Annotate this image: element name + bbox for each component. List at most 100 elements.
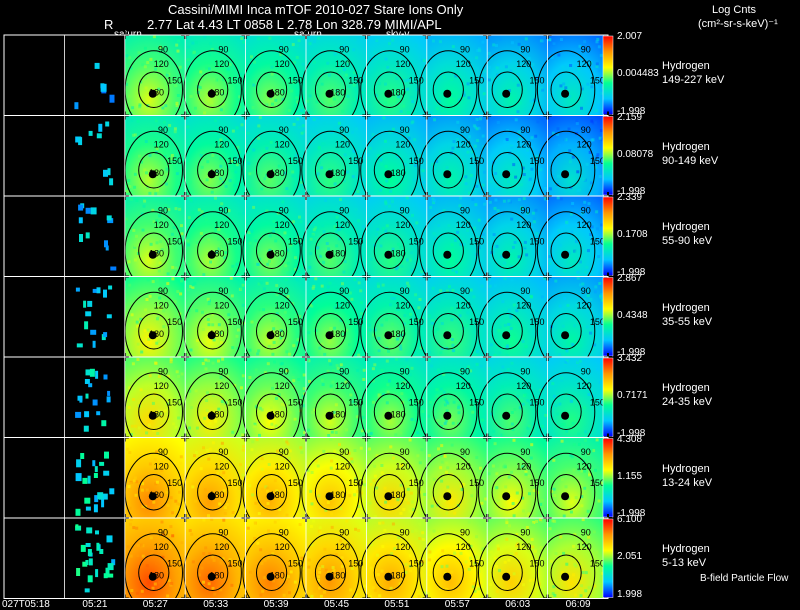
contour-label: 180 — [330, 329, 345, 339]
planet-marker — [207, 411, 216, 420]
contour-180 — [550, 393, 582, 430]
planet-marker — [384, 331, 393, 340]
contour-label: 150 — [348, 75, 363, 85]
contour-label: 90 — [339, 45, 349, 55]
data-pixel — [76, 343, 83, 348]
planet-marker — [384, 411, 393, 420]
data-pixel — [90, 207, 97, 215]
energy-label: 90-149 keV — [662, 154, 719, 167]
data-pixel — [100, 83, 107, 92]
species-label: Hydrogen — [662, 140, 710, 153]
contour-label: 180 — [209, 87, 224, 97]
energy-label: 13-24 keV — [662, 476, 713, 489]
planet-marker — [502, 411, 511, 420]
contour-label: 120 — [456, 59, 471, 69]
contour-label: 90 — [158, 447, 168, 457]
contour-label: 150 — [590, 558, 605, 568]
contour-label: 180 — [149, 168, 164, 178]
colorbar-max-label: 2.159 — [617, 111, 643, 123]
data-pixel — [106, 396, 111, 403]
contour-label: 90 — [581, 367, 591, 377]
contour-label: 150 — [228, 75, 243, 85]
contour-label: 150 — [530, 478, 545, 488]
planet-marker — [561, 250, 570, 259]
contour-label: 90 — [339, 367, 349, 377]
colorbar-units-title: Log Cnts — [712, 4, 757, 16]
panel-r0-c1 — [64, 35, 125, 116]
colorbar-max-label: 4.308 — [617, 433, 643, 445]
contour-label: 180 — [270, 168, 285, 178]
contour-180 — [373, 474, 405, 511]
contour-label: 90 — [400, 125, 410, 135]
data-pixel — [92, 288, 97, 293]
panel-r0-c0 — [4, 35, 65, 116]
data-pixel — [75, 508, 81, 516]
panel-r6-c9: 90 120 150 — [536, 514, 612, 609]
data-pixel — [110, 266, 117, 271]
data-pixel — [107, 390, 111, 396]
data-pixel — [75, 411, 82, 418]
contour-label: 120 — [154, 220, 169, 230]
contour-label: 90 — [460, 367, 470, 377]
contour-label: 120 — [214, 140, 229, 150]
contour-180 — [314, 474, 347, 511]
contour-label: 180 — [149, 409, 164, 419]
contour-label: 120 — [335, 140, 350, 150]
data-pixel — [105, 245, 109, 251]
contour-label: 120 — [395, 542, 410, 552]
planet-marker — [266, 572, 275, 581]
contour-150 — [360, 533, 419, 609]
contour-180 — [491, 474, 523, 511]
footnote: B-field Particle Flow — [700, 573, 789, 584]
energy-label: 149-227 keV — [662, 74, 725, 87]
contour-label: 90 — [158, 206, 168, 216]
contour-label: 90 — [158, 45, 168, 55]
contour-label: 120 — [395, 462, 410, 472]
contour-180 — [138, 71, 170, 108]
contour-label: 120 — [335, 381, 350, 391]
contour-180 — [314, 152, 347, 189]
contour-label: 180 — [209, 570, 224, 580]
heatmap-panel — [245, 35, 306, 116]
data-pixel — [106, 215, 112, 221]
heatmap-panel — [185, 115, 246, 196]
contour-label: 150 — [530, 317, 545, 327]
contour-150 — [242, 533, 301, 609]
colorbar — [602, 116, 614, 196]
planet-marker — [502, 89, 511, 98]
contour-150 — [301, 533, 360, 609]
data-pixel — [92, 460, 96, 467]
planet-marker — [561, 170, 570, 179]
contour-label: 120 — [516, 381, 531, 391]
contour-label: 150 — [167, 75, 182, 85]
data-pixel — [85, 543, 91, 547]
contour-180 — [138, 554, 170, 591]
contour-label: 180 — [330, 409, 345, 419]
heatmap-panel — [306, 518, 367, 599]
planet-marker — [207, 572, 216, 581]
data-pixel — [79, 396, 83, 403]
panel-r6-c0 — [4, 518, 65, 599]
contour-180 — [197, 554, 229, 591]
empty-panel — [4, 115, 65, 196]
data-pixel — [85, 232, 90, 239]
contour-label: 90 — [158, 286, 168, 296]
contour-label: 120 — [577, 462, 592, 472]
panel-r3-c1 — [64, 276, 125, 357]
contour-label: 180 — [209, 329, 224, 339]
data-pixel — [88, 130, 93, 136]
data-pixel — [82, 477, 88, 484]
data-pixel — [102, 493, 108, 500]
contour-label: 150 — [590, 156, 605, 166]
planet-marker — [148, 411, 157, 420]
contour-label: 90 — [520, 528, 530, 538]
data-pixel — [107, 218, 114, 224]
contour-label: 120 — [395, 140, 410, 150]
contour-180 — [550, 232, 582, 269]
